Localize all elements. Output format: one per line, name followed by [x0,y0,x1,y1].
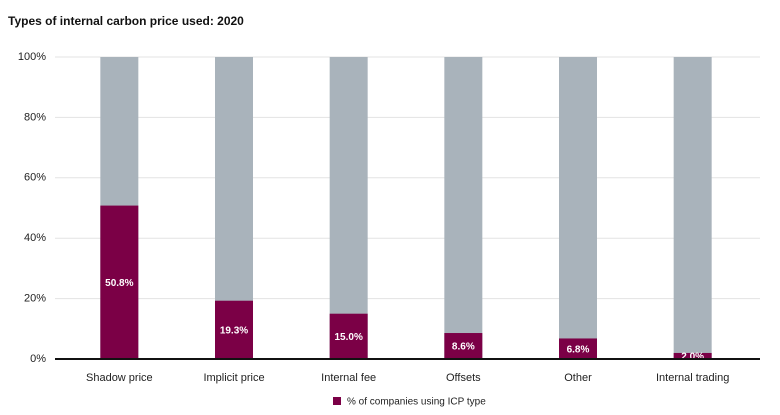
bar-track [329,57,368,359]
x-tick-label: Internal trading [656,372,729,384]
x-tick-label: Internal fee [321,372,376,384]
legend-label: % of companies using ICP type [347,397,486,408]
x-tick-label: Offsets [446,372,481,384]
value-label: 19.3% [220,325,248,336]
x-tick-label: Other [564,372,592,384]
y-tick-label: 60% [24,172,46,184]
bar [100,205,139,359]
value-label: 2.0% [681,352,704,363]
bar-track [673,57,712,359]
value-label: 50.8% [105,278,133,289]
legend-swatch [333,397,341,405]
x-tick-label: Implicit price [203,372,264,384]
bar-track [559,57,597,359]
bar [559,338,597,359]
x-tick-label: Shadow price [86,372,153,384]
value-label: 15.0% [334,332,362,343]
y-tick-label: 100% [18,51,46,63]
bar [673,352,712,359]
y-tick-label: 0% [30,353,46,365]
bar-track [444,57,483,359]
value-label: 6.8% [567,344,590,355]
value-label: 8.6% [452,342,475,353]
y-tick-label: 40% [24,232,46,244]
bar [444,333,483,359]
bar [329,313,368,359]
y-tick-label: 80% [24,111,46,123]
y-tick-label: 20% [24,293,46,305]
chart-title: Types of internal carbon price used: 202… [8,14,244,28]
bar [215,300,253,359]
